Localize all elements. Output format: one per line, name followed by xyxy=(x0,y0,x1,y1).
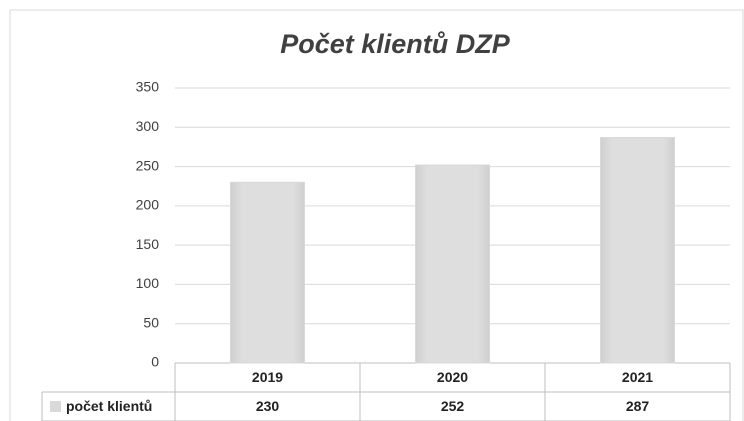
legend-key xyxy=(50,401,61,412)
data-table-value: 230 xyxy=(256,398,280,414)
bar xyxy=(230,181,305,364)
x-tick-label: 2020 xyxy=(437,369,468,385)
y-tick-label: 200 xyxy=(136,197,160,213)
data-table-value: 287 xyxy=(626,398,650,414)
y-tick-label: 150 xyxy=(136,236,160,252)
chart-border xyxy=(9,9,744,421)
data-table-value: 252 xyxy=(441,398,465,414)
y-tick-label: 300 xyxy=(136,118,160,134)
legend-label: počet klientů xyxy=(66,398,152,414)
y-tick-label: 250 xyxy=(136,157,160,173)
y-tick-label: 350 xyxy=(136,79,160,95)
bar xyxy=(415,164,490,364)
y-tick-label: 50 xyxy=(143,314,159,330)
chart-title: Počet klientů DZP xyxy=(280,29,511,59)
x-tick-label: 2021 xyxy=(622,369,653,385)
y-tick-label: 0 xyxy=(151,354,159,370)
bar xyxy=(600,137,675,364)
x-tick-label: 2019 xyxy=(252,369,283,385)
y-tick-label: 100 xyxy=(136,275,160,291)
